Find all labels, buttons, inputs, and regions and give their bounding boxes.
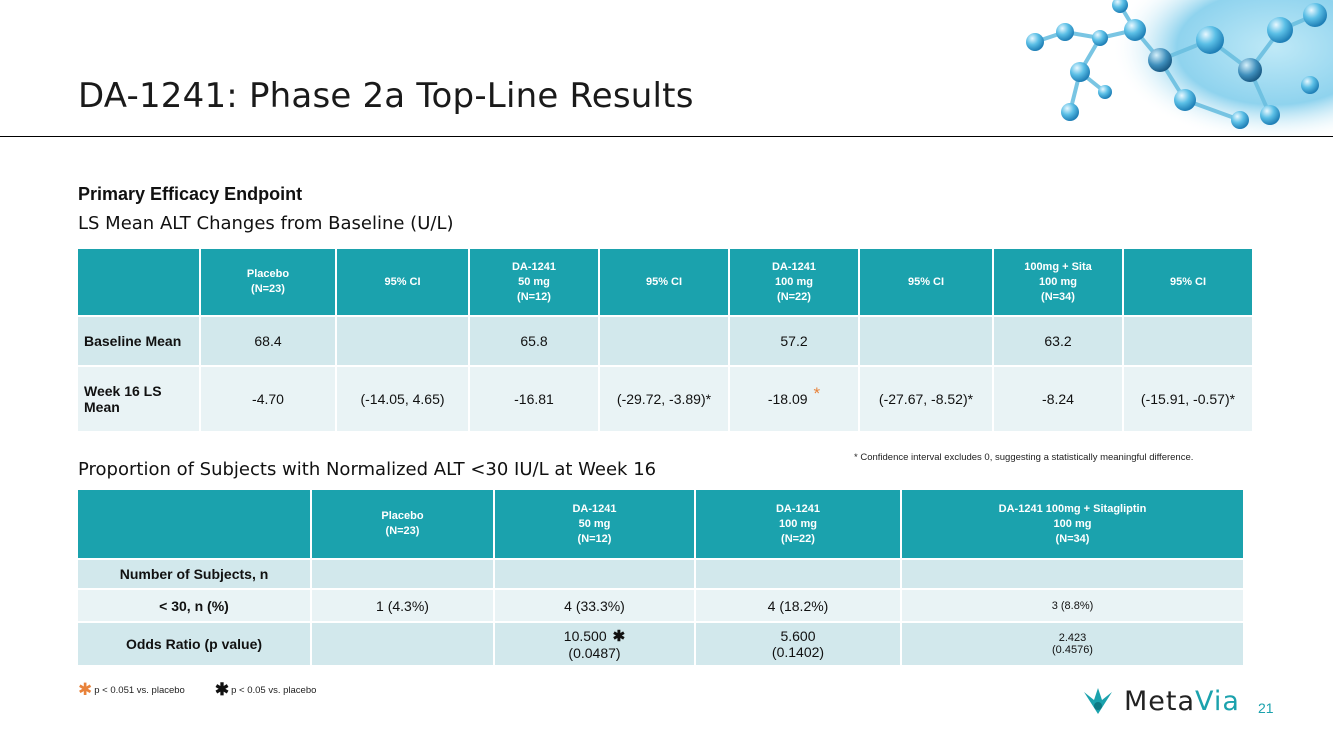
header-cell: DA-1241 50 mg (N=12): [495, 490, 694, 558]
metavia-leaf-icon: [1084, 687, 1112, 714]
table-cell: 68.4: [201, 317, 335, 365]
ls-mean-table: Placebo (N=23) 95% CI DA-1241 50 mg (N=12) …: [76, 247, 1254, 433]
table-cell: [312, 560, 493, 588]
table-cell: (-14.05, 4.65): [337, 367, 468, 431]
header-cell: DA-1241 100 mg (N=22): [730, 249, 858, 315]
table-cell: [312, 623, 493, 665]
legend-black-text: p < 0.05 vs. placebo: [231, 684, 317, 696]
header-cell: 95% CI: [1124, 249, 1252, 315]
table-cell: 5.600 (0.1402): [696, 623, 900, 665]
table-row: Odds Ratio (p value) 10.500 ✱ (0.0487) 5.6…: [78, 623, 1243, 665]
significance-star: *: [813, 384, 821, 403]
table-header-row: Placebo (N=23) 95% CI DA-1241 50 mg (N=12) …: [78, 249, 1252, 315]
header-cell: Placebo (N=23): [312, 490, 493, 558]
table-cell: 10.500 ✱ (0.0487): [495, 623, 694, 665]
header-cell: 95% CI: [860, 249, 992, 315]
logo-wordmark: MetaVia: [1124, 686, 1240, 717]
significance-star: ✱: [612, 628, 626, 645]
ls-mean-subheading: LS Mean ALT Changes from Baseline (U/L): [78, 213, 454, 234]
title-divider: [0, 136, 1333, 137]
table-cell: 63.2: [994, 317, 1122, 365]
table-cell: (-27.67, -8.52)*: [860, 367, 992, 431]
table-cell: 65.8: [470, 317, 598, 365]
table-cell: [696, 560, 900, 588]
page-number: 21: [1258, 700, 1274, 716]
header-cell: [78, 249, 199, 315]
black-star-icon: ✱: [214, 680, 230, 699]
table-cell: [1124, 317, 1252, 365]
table-header-row: Placebo (N=23) DA-1241 50 mg (N=12) DA-1241…: [78, 490, 1243, 558]
significance-legend: ✱ p < 0.051 vs. placebo ✱ p < 0.05 vs. p…: [78, 680, 316, 700]
ci-footnote: * Confidence interval excludes 0, sugges…: [854, 452, 1194, 463]
table-cell: (-15.91, -0.57)*: [1124, 367, 1252, 431]
table-cell: -16.81: [470, 367, 598, 431]
header-cell: Placebo (N=23): [201, 249, 335, 315]
table-row: Baseline Mean 68.4 65.8 57.2 63.2: [78, 317, 1252, 365]
table-cell: 2.423 (0.4576): [902, 623, 1243, 665]
row-label: Baseline Mean: [78, 317, 199, 365]
primary-endpoint-heading: Primary Efficacy Endpoint: [78, 184, 303, 204]
normalized-alt-table: Placebo (N=23) DA-1241 50 mg (N=12) DA-1241…: [76, 488, 1245, 667]
header-cell: 100mg + Sita 100 mg (N=34): [994, 249, 1122, 315]
table-cell: [495, 560, 694, 588]
molecule-illustration: [1026, 0, 1333, 136]
table-cell: 3 (8.8%): [902, 590, 1243, 621]
header-cell: [78, 490, 310, 558]
header-cell: DA-1241 50 mg (N=12): [470, 249, 598, 315]
table-row: < 30, n (%) 1 (4.3%) 4 (33.3%) 4 (18.2%)…: [78, 590, 1243, 621]
table-cell: [600, 317, 728, 365]
table-cell: 4 (18.2%): [696, 590, 900, 621]
table-row: Week 16 LS Mean -4.70 (-14.05, 4.65) -16…: [78, 367, 1252, 431]
normalized-alt-subheading: Proportion of Subjects with Normalized A…: [78, 459, 657, 480]
header-cell: 95% CI: [337, 249, 468, 315]
table-row: Number of Subjects, n: [78, 560, 1243, 588]
table-cell: -18.09 *: [730, 367, 858, 431]
table-cell: [902, 560, 1243, 588]
orange-star-icon: ✱: [78, 680, 93, 699]
row-label: Week 16 LS Mean: [78, 367, 199, 431]
header-cell: DA-1241 100mg + Sitagliptin 100 mg (N=34): [902, 490, 1243, 558]
table-cell: (-29.72, -3.89)*: [600, 367, 728, 431]
metavia-logo: MetaVia: [1080, 686, 1240, 717]
table-cell: [860, 317, 992, 365]
table-cell: -8.24: [994, 367, 1122, 431]
table-cell: 4 (33.3%): [495, 590, 694, 621]
header-cell: 95% CI: [600, 249, 728, 315]
slide-title: DA-1241: Phase 2a Top-Line Results: [78, 76, 694, 116]
table-cell: [337, 317, 468, 365]
row-label: < 30, n (%): [78, 590, 310, 621]
table-cell: 1 (4.3%): [312, 590, 493, 621]
table-cell: -4.70: [201, 367, 335, 431]
table-cell: 57.2: [730, 317, 858, 365]
header-cell: DA-1241 100 mg (N=22): [696, 490, 900, 558]
row-label: Odds Ratio (p value): [78, 623, 310, 665]
legend-orange-text: p < 0.051 vs. placebo: [94, 684, 185, 696]
row-label: Number of Subjects, n: [78, 560, 310, 588]
